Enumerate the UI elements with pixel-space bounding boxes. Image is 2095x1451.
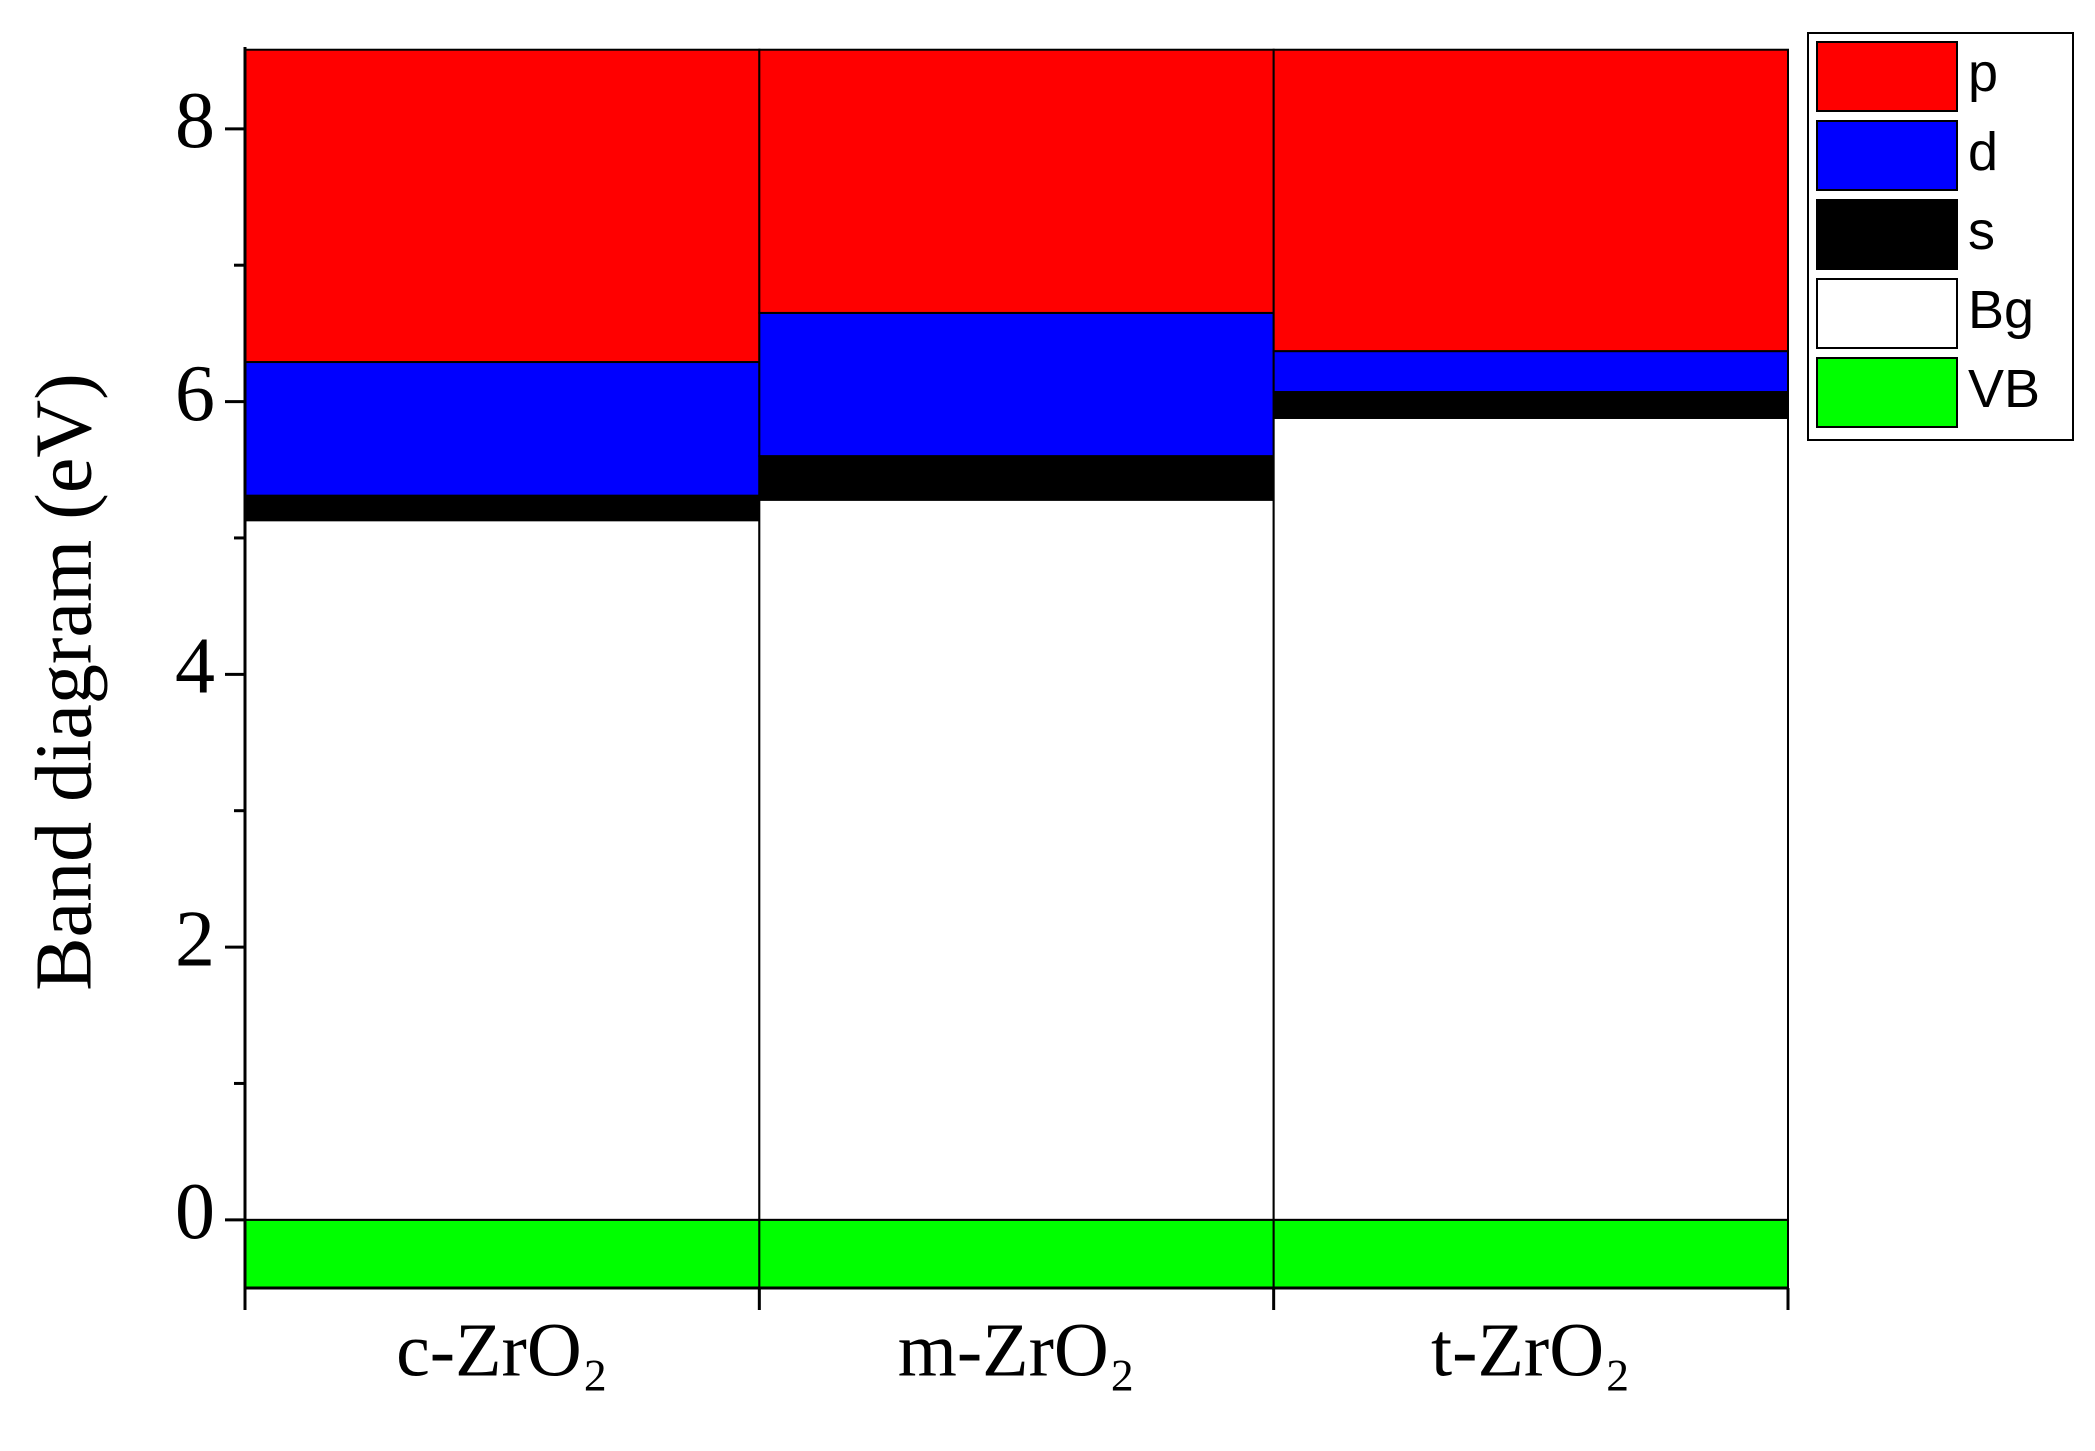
y-tick-label: 0 xyxy=(175,1168,215,1256)
legend-swatch xyxy=(1816,199,1958,270)
bar-segment xyxy=(1272,416,1789,1221)
legend-swatch xyxy=(1816,278,1958,349)
bar-segment xyxy=(244,1218,761,1290)
legend-label: p xyxy=(1968,43,1998,103)
bar-segment xyxy=(244,494,761,522)
bar-segment xyxy=(758,48,1275,314)
legend-swatch xyxy=(1816,357,1958,428)
x-tick-label: m-ZrO₂ xyxy=(898,1308,1136,1392)
legend-label: d xyxy=(1968,122,1998,182)
legend-label: Bg xyxy=(1968,280,2034,340)
bar-segment xyxy=(244,519,761,1221)
y-tick-label: 6 xyxy=(175,350,215,438)
bar-segment xyxy=(1272,350,1789,394)
bar-segment xyxy=(244,361,761,497)
bar-segment xyxy=(1272,1218,1789,1290)
x-tick-label: t-ZrO₂ xyxy=(1431,1308,1631,1392)
bar-segment xyxy=(1272,48,1789,353)
y-axis-label: Band diagram (eV) xyxy=(20,373,108,991)
legend-swatch xyxy=(1816,120,1958,191)
y-tick-label: 8 xyxy=(175,77,215,165)
y-tick-label: 2 xyxy=(175,895,215,983)
bar-segment xyxy=(758,1218,1275,1290)
legend-label: VB xyxy=(1968,359,2040,419)
legend-label: s xyxy=(1968,201,1995,261)
bar-segment xyxy=(758,455,1275,501)
bar-segment xyxy=(758,311,1275,458)
y-tick-label: 4 xyxy=(175,623,215,711)
bar-segment xyxy=(758,498,1275,1221)
legend-swatch xyxy=(1816,41,1958,112)
bar-segment xyxy=(1272,391,1789,419)
x-tick-label: c-ZrO₂ xyxy=(396,1308,608,1392)
bar-segment xyxy=(244,48,761,364)
